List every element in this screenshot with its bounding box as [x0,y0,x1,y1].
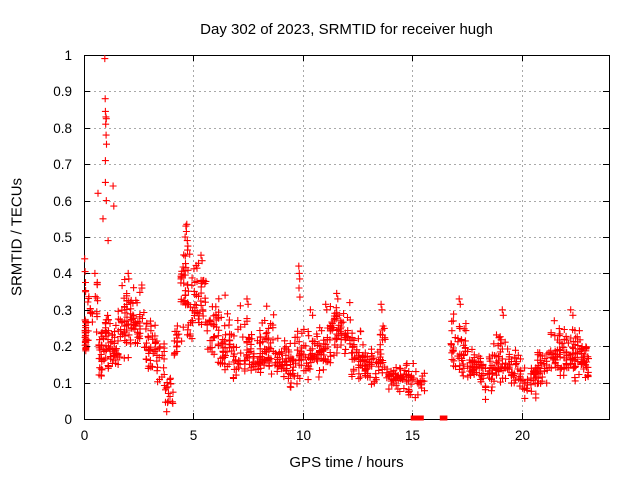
axis-ticks [84,55,609,420]
chart-title: Day 302 of 2023, SRMTID for receiver hug… [200,21,493,38]
y-tick-label: 0.3 [53,303,72,318]
x-tick-label: 10 [296,428,311,443]
x-tick-label: 5 [190,428,198,443]
grid-lines [84,55,609,419]
x-axis-label: GPS time / hours [289,454,404,471]
y-tick-label: 0.1 [53,376,72,391]
y-tick-label: 1 [64,48,72,63]
y-tick-label: 0.2 [53,339,72,354]
x-tick-label: 0 [81,428,89,443]
tick-labels: 00.10.20.30.40.50.60.70.80.910 5 10 15 20 [53,48,530,443]
y-tick-label: 0.6 [53,194,72,209]
data-points [81,55,592,416]
zero-value-points [410,415,448,421]
y-tick-label: 0 [64,412,72,427]
y-tick-label: 0.9 [53,84,72,99]
x-tick-label: 20 [515,428,530,443]
y-tick-label: 0.5 [53,230,72,245]
y-tick-label: 0.4 [53,266,72,281]
x-tick-label: 15 [405,428,420,443]
y-tick-label: 0.7 [53,157,72,172]
y-tick-label: 0.8 [53,121,72,136]
